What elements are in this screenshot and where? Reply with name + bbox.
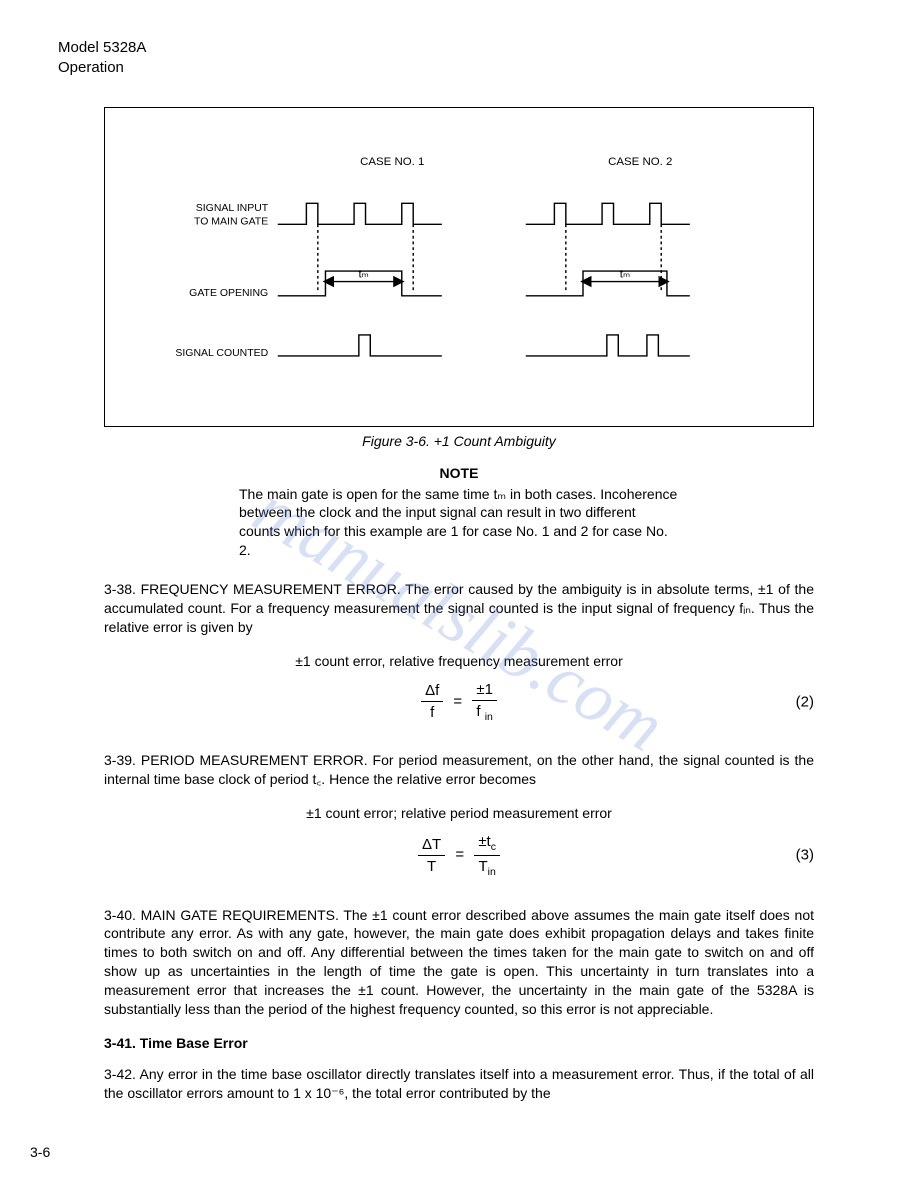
equation-3: ΔTT = ±tcTin (3)	[104, 833, 814, 878]
case2-label: CASE NO. 2	[608, 156, 672, 168]
timing-diagram: CASE NO. 1 CASE NO. 2 SIGNAL INPUT TO MA…	[125, 148, 793, 396]
para-3-40: 3-40. MAIN GATE REQUIREMENTS. The ±1 cou…	[104, 906, 814, 1019]
para-3-38: 3-38. FREQUENCY MEASUREMENT ERROR. The e…	[104, 580, 814, 637]
eq3-rhs-den: Tin	[474, 856, 500, 878]
eq3-lhs-den: T	[418, 856, 445, 875]
note-text: The main gate is open for the same time …	[239, 485, 679, 561]
para-3-42: 3-42. Any error in the time base oscilla…	[104, 1065, 814, 1103]
svg-text:tₘ: tₘ	[358, 268, 368, 280]
svg-text:GATE OPENING: GATE OPENING	[189, 287, 268, 298]
eq3-rhs-num: ±tc	[474, 833, 500, 856]
page-number: 3-6	[30, 1144, 50, 1160]
equation-2: Δff = ±1f in (2)	[104, 681, 814, 723]
case1-label: CASE NO. 1	[360, 156, 424, 168]
figure-3-6-box: CASE NO. 1 CASE NO. 2 SIGNAL INPUT TO MA…	[104, 107, 814, 427]
eq3-lhs-num: ΔT	[418, 836, 445, 856]
eq3-number: (3)	[796, 847, 814, 864]
note-block: NOTE The main gate is open for the same …	[239, 465, 679, 561]
eq2-rhs-den: f in	[472, 701, 497, 723]
para-3-39: 3-39. PERIOD MEASUREMENT ERROR. For peri…	[104, 751, 814, 789]
svg-text:TO MAIN GATE: TO MAIN GATE	[194, 216, 268, 227]
model-number: Model 5328A	[58, 38, 860, 58]
eq2-number: (2)	[796, 693, 814, 710]
figure-caption: Figure 3-6. +1 Count Ambiguity	[58, 433, 860, 449]
eq2-lhs-den: f	[421, 702, 443, 721]
svg-text:SIGNAL INPUT: SIGNAL INPUT	[196, 202, 269, 213]
eq2-lhs-num: Δf	[421, 682, 443, 702]
eq2-rhs-num: ±1	[472, 681, 497, 701]
eq3-label: ±1 count error; relative period measurem…	[104, 805, 814, 821]
svg-text:SIGNAL COUNTED: SIGNAL COUNTED	[175, 347, 268, 358]
note-title: NOTE	[239, 465, 679, 481]
svg-text:tₘ: tₘ	[620, 268, 630, 280]
section-3-41-heading: 3-41. Time Base Error	[104, 1035, 814, 1051]
eq2-label: ±1 count error, relative frequency measu…	[104, 653, 814, 669]
section-name: Operation	[58, 58, 860, 78]
page-header: Model 5328A Operation	[58, 38, 860, 79]
